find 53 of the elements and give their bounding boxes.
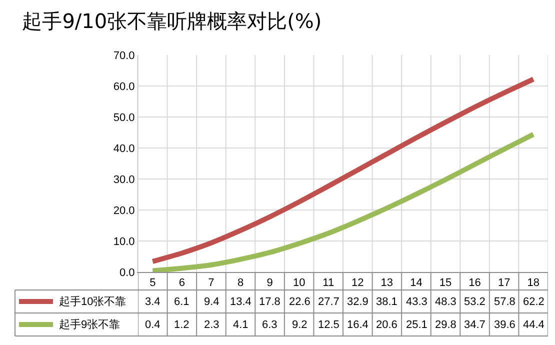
x-tick-label: 9 [266, 277, 273, 290]
data-label: 44.4 [523, 319, 544, 331]
data-label: 22.6 [289, 296, 310, 308]
data-label: 9.2 [292, 319, 308, 331]
data-label: 4.1 [233, 319, 248, 331]
data-label: 16.4 [347, 319, 368, 331]
data-label: 6.3 [262, 319, 278, 331]
data-label: 2.3 [204, 319, 220, 331]
data-label: 27.7 [318, 296, 340, 308]
data-label: 3.4 [145, 296, 160, 308]
y-tick-label: 50.0 [113, 112, 135, 124]
x-tick-label: 10 [292, 277, 306, 290]
data-label: 34.7 [464, 319, 486, 331]
y-tick-label: 0.0 [120, 266, 135, 279]
data-label: 43.3 [406, 296, 428, 308]
data-label: 1.2 [174, 319, 190, 331]
data-label: 32.9 [347, 296, 368, 308]
data-label: 38.1 [376, 296, 398, 308]
x-tick-label: 7 [208, 277, 214, 290]
data-label: 13.4 [230, 296, 252, 308]
data-label: 17.8 [259, 296, 280, 308]
y-tick-label: 20.0 [113, 204, 135, 217]
legend-label: 起手10张不靠 [59, 295, 126, 308]
data-label: 53.2 [464, 296, 486, 308]
y-tick-label: 30.0 [113, 174, 135, 186]
legend-label: 起手9张不靠 [59, 318, 120, 331]
x-tick-label: 17 [498, 277, 510, 290]
data-label: 9.4 [204, 296, 220, 308]
data-label: 12.5 [318, 319, 340, 331]
x-tick-label: 15 [439, 277, 452, 290]
x-tick-label: 14 [410, 277, 422, 290]
data-label: 57.8 [494, 296, 516, 308]
x-tick-label: 12 [352, 277, 364, 290]
x-tick-label: 6 [178, 277, 185, 290]
y-tick-label: 40.0 [113, 142, 135, 155]
data-label: 25.1 [406, 319, 428, 331]
y-tick-label: 70.0 [113, 50, 135, 62]
x-tick-label: 13 [380, 277, 394, 290]
data-label: 29.8 [435, 319, 456, 331]
data-label: 48.3 [435, 296, 456, 308]
x-tick-label: 8 [237, 277, 244, 290]
data-label: 39.6 [494, 319, 516, 331]
x-tick-label: 16 [468, 277, 481, 290]
data-label: 20.6 [376, 319, 398, 331]
y-tick-label: 60.0 [113, 80, 135, 93]
y-tick-label: 10.0 [113, 236, 135, 248]
data-label: 6.1 [174, 296, 190, 308]
x-tick-label: 5 [150, 277, 156, 290]
data-label: 0.4 [145, 319, 160, 331]
x-tick-label: 11 [322, 277, 334, 290]
x-tick-label: 18 [527, 277, 540, 290]
chart-title: 起手9/10张不靠听牌概率对比(%) [22, 8, 322, 33]
data-label: 62.2 [523, 296, 544, 308]
